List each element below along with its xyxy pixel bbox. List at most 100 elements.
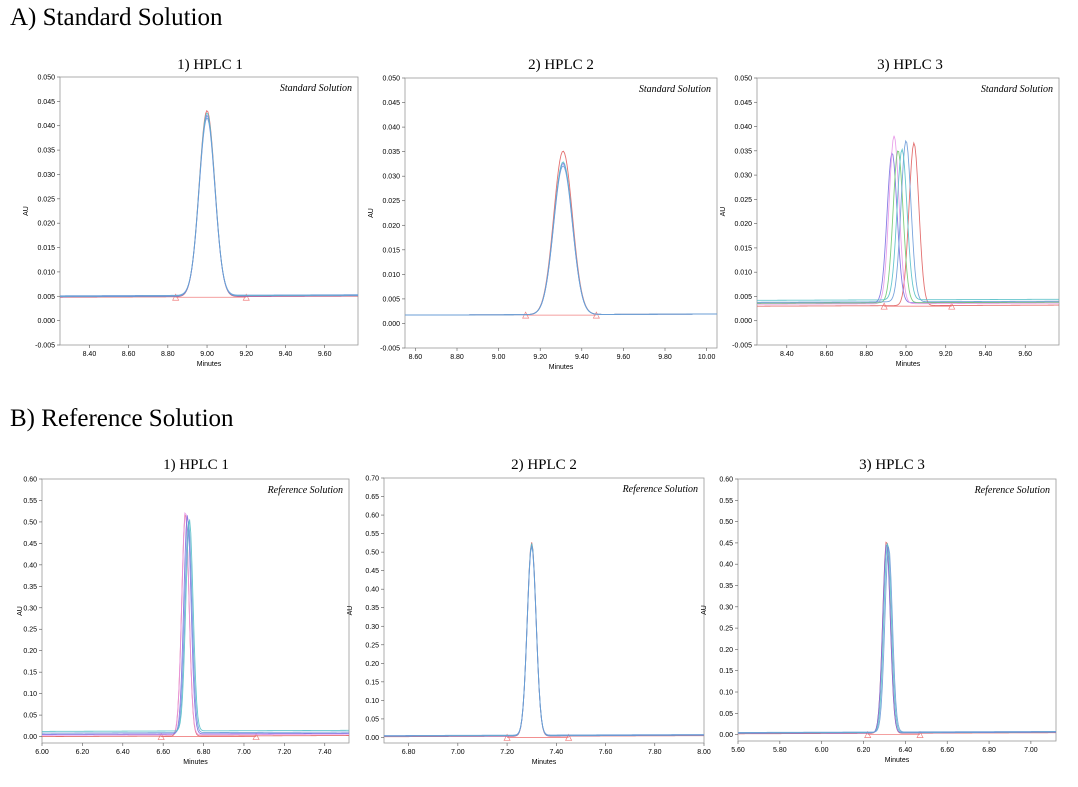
chart-panel-5: 2) HPLC 2 Reference Solution 0.00 0.05 0.10 0… (347, 457, 711, 766)
chart-annotation: Standard Solution (280, 83, 352, 94)
y-tick-label: 0.020 (37, 221, 55, 228)
chart-panel-1: 1) HPLC 1 Standard Solution -0.005 0.000 0.0… (23, 57, 359, 368)
y-tick-label: 0.15 (719, 668, 733, 675)
y-tick-label: 0.010 (37, 269, 55, 276)
x-tick-label: 9.00 (200, 351, 214, 358)
series-trace-5 (757, 139, 1059, 303)
x-axis-label: Minutes (896, 361, 921, 368)
x-tick-label: 7.20 (278, 749, 292, 756)
traces (405, 150, 717, 319)
x-tick-label: 6.80 (402, 749, 416, 756)
chart-panel-6: 3) HPLC 3 Reference Solution 0.00 0.05 0.10 0… (701, 457, 1057, 764)
x-tick-label: 7.00 (451, 749, 465, 756)
y-tick-label: 0.25 (365, 642, 379, 649)
y-tick-label: 0.45 (365, 568, 379, 575)
y-tick-label: 0.050 (37, 75, 55, 82)
y-tick-label: 0.40 (365, 587, 379, 594)
y-tick-label: 0.40 (719, 562, 733, 569)
series-trace-4 (738, 546, 1056, 733)
x-tick-label: 10.00 (698, 354, 716, 361)
series-trace-2 (738, 544, 1056, 734)
y-axis-label: AU (701, 605, 708, 615)
y-tick-label: 0.025 (382, 198, 400, 205)
x-axis-label: Minutes (549, 364, 574, 371)
y-tick-label: 0.40 (23, 562, 37, 569)
y-tick-label: 0.005 (382, 296, 400, 303)
section-b-title: B) Reference Solution (10, 405, 234, 432)
series-trace-4 (405, 165, 717, 316)
chart-annotation: Reference Solution (974, 485, 1050, 496)
integration-marker (565, 733, 573, 741)
y-tick-label: 0.010 (734, 270, 752, 277)
y-tick-label: 0.10 (23, 691, 37, 698)
y-tick-label: 0.030 (37, 172, 55, 179)
x-tick-label: 6.40 (116, 749, 130, 756)
y-tick-label: 0.10 (365, 698, 379, 705)
series-trace-5 (42, 519, 349, 732)
y-axis-label: AU (347, 606, 354, 616)
y-tick-label: 0.10 (719, 690, 733, 697)
x-tick-label: 8.80 (450, 354, 464, 361)
series-trace-1 (738, 541, 1056, 735)
y-tick-label: 0.60 (365, 513, 379, 520)
chart-title: 2) HPLC 2 (528, 57, 594, 73)
plot-frame (59, 76, 359, 346)
series-trace-2 (384, 544, 704, 737)
y-axis-label: AU (17, 606, 24, 616)
y-tick-label: 0.45 (23, 541, 37, 548)
y-tick-label: 0.15 (23, 670, 37, 677)
y-tick-label: 0.050 (382, 76, 400, 83)
x-tick-label: 9.40 (575, 354, 589, 361)
x-tick-label: 9.00 (492, 354, 506, 361)
y-tick-label: 0.00 (23, 734, 37, 741)
y-tick-label: 0.035 (382, 149, 400, 156)
integration-marker (864, 730, 872, 738)
y-tick-label: 0.35 (23, 584, 37, 591)
chart-annotation: Standard Solution (981, 84, 1053, 95)
y-tick-label: 0.00 (719, 732, 733, 739)
y-tick-label: 0.45 (719, 540, 733, 547)
section-a-title: A) Standard Solution (10, 4, 223, 31)
y-tick-label: 0.020 (382, 223, 400, 230)
chart-title: 3) HPLC 3 (877, 57, 943, 73)
x-tick-label: 9.80 (658, 354, 672, 361)
plot-frame (404, 77, 718, 349)
x-tick-label: 9.40 (979, 351, 993, 358)
x-axis-label: Minutes (197, 361, 222, 368)
y-tick-label: 0.010 (382, 272, 400, 279)
y-tick-label: 0.35 (365, 605, 379, 612)
integration-marker (252, 732, 260, 740)
y-tick-label: 0.045 (37, 99, 55, 106)
series-trace-4 (60, 117, 358, 297)
series-trace-3 (384, 543, 704, 737)
x-tick-label: 9.60 (1018, 351, 1032, 358)
y-tick-label: -0.005 (35, 343, 55, 350)
integration-marker (242, 293, 250, 301)
series-trace-4 (757, 150, 1059, 304)
traces (757, 135, 1059, 310)
y-axis-label: AU (368, 208, 375, 218)
y-axis-label: AU (720, 207, 727, 217)
x-tick-label: 9.20 (533, 354, 547, 361)
traces (738, 541, 1056, 738)
y-tick-label: 0.005 (37, 294, 55, 301)
y-tick-label: 0.045 (734, 100, 752, 107)
x-tick-label: 6.40 (899, 747, 913, 754)
y-tick-label: -0.005 (732, 343, 752, 350)
chart-title: 2) HPLC 2 (511, 457, 577, 473)
y-axis-label: AU (23, 206, 30, 216)
x-tick-label: 7.00 (1024, 747, 1038, 754)
y-tick-label: 0.020 (734, 221, 752, 228)
plot-frame (756, 77, 1060, 346)
x-axis-label: Minutes (183, 759, 208, 766)
series-trace-3 (42, 515, 349, 735)
chart-panel-3: 3) HPLC 3 Standard Solution -0.005 0.000 0.0… (720, 57, 1060, 368)
plot-frame (383, 477, 705, 744)
y-tick-label: 0.60 (23, 477, 37, 484)
plot-frame (737, 478, 1057, 742)
y-tick-label: -0.005 (380, 346, 400, 353)
y-tick-label: 0.55 (365, 531, 379, 538)
y-tick-label: 0.50 (365, 550, 379, 557)
integration-marker (503, 733, 511, 741)
